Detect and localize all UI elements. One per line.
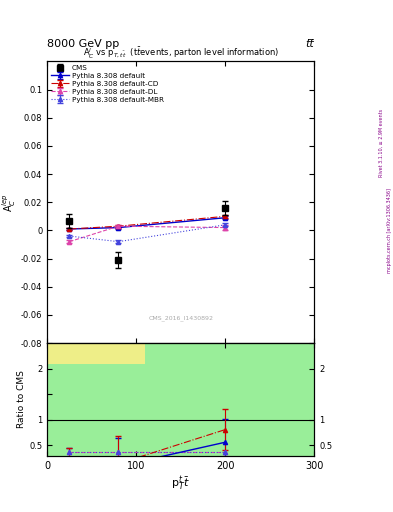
- Text: tt̅: tt̅: [306, 38, 314, 49]
- Text: Rivet 3.1.10, ≥ 2.9M events: Rivet 3.1.10, ≥ 2.9M events: [379, 109, 384, 178]
- Text: CMS_2016_I1430892: CMS_2016_I1430892: [148, 315, 213, 321]
- Y-axis label: Ratio to CMS: Ratio to CMS: [17, 370, 26, 429]
- Y-axis label: A$_C^{lep}$: A$_C^{lep}$: [0, 193, 18, 211]
- Text: 8000 GeV pp: 8000 GeV pp: [47, 38, 119, 49]
- Legend: CMS, Pythia 8.308 default, Pythia 8.308 default-CD, Pythia 8.308 default-DL, Pyt: CMS, Pythia 8.308 default, Pythia 8.308 …: [50, 63, 165, 104]
- X-axis label: p$_T^t$$\bar{t}$: p$_T^t$$\bar{t}$: [171, 475, 190, 493]
- Text: mcplots.cern.ch [arXiv:1306.3436]: mcplots.cern.ch [arXiv:1306.3436]: [387, 188, 391, 273]
- Bar: [47, 344, 145, 364]
- Title: A$_C^l$ vs p$_{T,t\bar{t}}$  (t$\bar{t}$events, parton level information): A$_C^l$ vs p$_{T,t\bar{t}}$ (t$\bar{t}$e…: [83, 46, 279, 61]
